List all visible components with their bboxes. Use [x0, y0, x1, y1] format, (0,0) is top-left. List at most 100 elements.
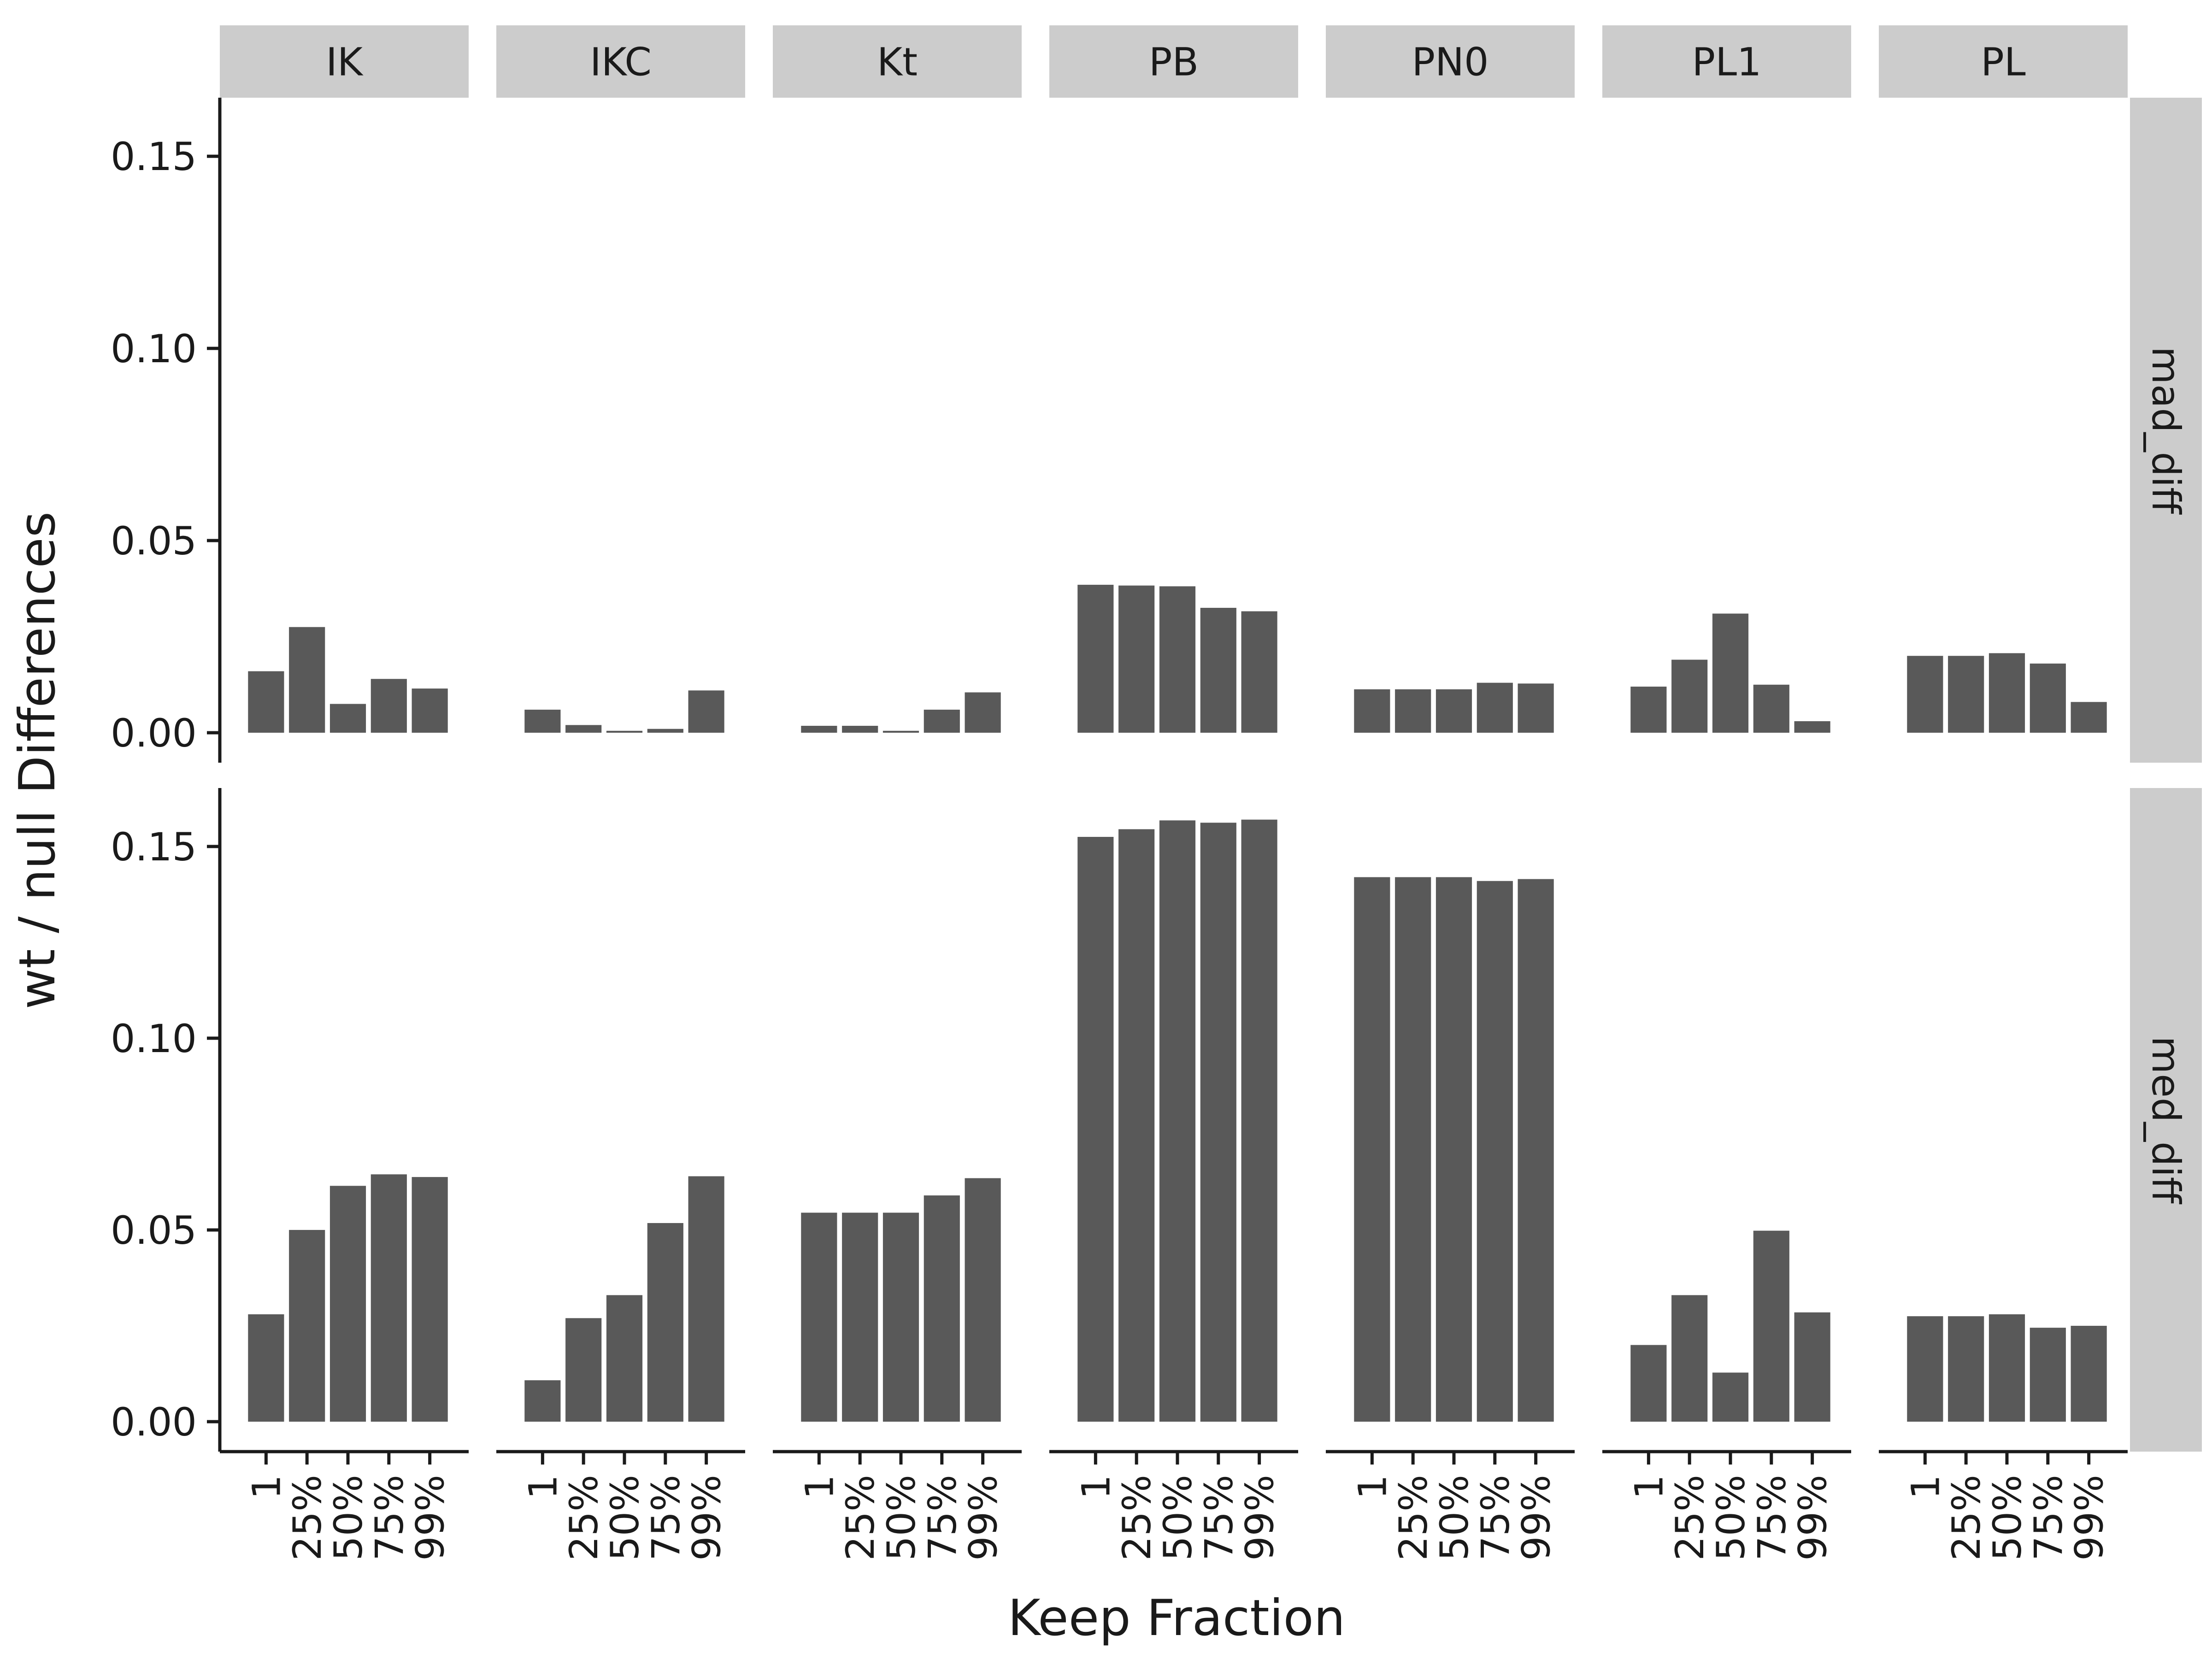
- x-tick-label: 50%: [1708, 1475, 1753, 1561]
- bar-mad-diff-ik-1: [289, 627, 325, 733]
- bar-mad-diff-ik-2: [329, 704, 366, 733]
- strip-ik: [220, 25, 469, 98]
- plot-area: IK IKC Kt PB PN0 PL1 PL mad_diff med_diff 0.00 0.0…: [111, 25, 2202, 1561]
- bar-mad-diff-kt-4: [965, 692, 1001, 733]
- bar-med-diff-pn0-0: [1354, 877, 1390, 1422]
- x-tick-label: 25%: [1944, 1475, 1989, 1561]
- y-tick-label: 0.15: [111, 134, 197, 179]
- bar-med-diff-pl-0: [1907, 1316, 1943, 1422]
- bar-med-diff-pb-2: [1159, 820, 1196, 1422]
- bar-mad-diff-pb-2: [1159, 586, 1196, 733]
- x-tick-label: 1: [1073, 1475, 1118, 1499]
- bar-mad-diff-pl1-0: [1630, 686, 1667, 733]
- bar-mad-diff-ikc-4: [688, 690, 724, 733]
- x-tick-label: 50%: [879, 1475, 924, 1561]
- bar-med-diff-ikc-4: [688, 1176, 724, 1422]
- x-tick-label: 1: [797, 1475, 842, 1499]
- bar-mad-diff-pl-0: [1907, 656, 1943, 733]
- x-tick-label: 1: [244, 1475, 289, 1499]
- bar-mad-diff-kt-0: [801, 725, 837, 733]
- bar-med-diff-ikc-0: [524, 1380, 561, 1422]
- bar-mad-diff-pl-4: [2071, 702, 2107, 733]
- bar-med-diff-kt-3: [924, 1195, 960, 1422]
- bar-med-diff-pn0-4: [1518, 879, 1554, 1422]
- strip-label-ik: IK: [326, 40, 364, 85]
- bar-mad-diff-ikc-3: [647, 729, 683, 733]
- x-tick-label: 50%: [602, 1475, 647, 1561]
- strip-mad-diff: [2130, 98, 2202, 763]
- bar-med-diff-ikc-1: [565, 1318, 602, 1422]
- y-tick-label: 0.05: [111, 1208, 197, 1253]
- bar-mad-diff-kt-3: [924, 709, 960, 733]
- x-tick-label: 50%: [1155, 1475, 1200, 1561]
- strip-label-mad-diff: mad_diff: [2143, 347, 2188, 515]
- strip-kt: [773, 25, 1022, 98]
- bar-mad-diff-ikc-1: [565, 725, 602, 733]
- x-tick-label: 99%: [408, 1475, 453, 1561]
- x-tick-label: 99%: [1237, 1475, 1282, 1561]
- x-tick-label: 1: [1903, 1475, 1948, 1499]
- bar-med-diff-pb-4: [1241, 819, 1277, 1422]
- bar-med-diff-kt-0: [801, 1212, 837, 1422]
- y-tick-label: 0.00: [111, 1400, 197, 1445]
- x-tick-label: 25%: [561, 1475, 606, 1561]
- x-tick-label: 25%: [1114, 1475, 1159, 1561]
- bar-mad-diff-pl1-4: [1794, 721, 1830, 733]
- x-tick-label: 99%: [2067, 1475, 2112, 1561]
- bar-med-diff-kt-2: [882, 1212, 919, 1422]
- bar-mad-diff-pl1-2: [1712, 613, 1749, 733]
- y-tick-label: 0.00: [111, 711, 197, 756]
- bar-med-diff-pn0-3: [1477, 881, 1513, 1422]
- x-tick-label: 1: [1350, 1475, 1395, 1499]
- strip-ikc: [496, 25, 745, 98]
- bar-med-diff-pb-0: [1077, 837, 1114, 1422]
- bar-med-diff-pb-3: [1200, 823, 1236, 1422]
- y-tick-label: 0.10: [111, 326, 197, 371]
- bar-med-diff-pb-1: [1118, 829, 1155, 1422]
- bar-mad-diff-pl-2: [1988, 653, 2025, 733]
- bar-med-diff-pl-2: [1988, 1314, 2025, 1422]
- y-tick-label: 0.05: [111, 518, 197, 564]
- bar-mad-diff-pl1-3: [1753, 684, 1789, 733]
- bar-mad-diff-pn0-1: [1395, 689, 1431, 733]
- bar-med-diff-pl-4: [2071, 1325, 2107, 1422]
- strip-label-pb: PB: [1149, 40, 1199, 85]
- x-tick-label: 75%: [643, 1475, 688, 1561]
- x-tick-label: 75%: [367, 1475, 412, 1561]
- strip-label-pl: PL: [1981, 40, 2026, 85]
- bar-med-diff-ik-0: [248, 1314, 284, 1422]
- bar-med-diff-pl-1: [1948, 1316, 1984, 1422]
- bar-med-diff-ikc-2: [606, 1295, 643, 1422]
- bar-mad-diff-pn0-4: [1518, 683, 1554, 733]
- x-tick-label: 75%: [2026, 1475, 2071, 1561]
- bar-med-diff-ik-4: [412, 1177, 448, 1422]
- bar-mad-diff-ik-4: [412, 688, 448, 733]
- bar-mad-diff-ik-3: [371, 679, 407, 733]
- strip-label-med-diff: med_diff: [2143, 1036, 2188, 1204]
- bar-med-diff-pl1-2: [1712, 1372, 1749, 1422]
- bar-med-diff-pl1-4: [1794, 1312, 1830, 1422]
- x-tick-label: 99%: [1790, 1475, 1835, 1561]
- bar-med-diff-pn0-2: [1435, 877, 1472, 1422]
- y-axis-title: wt / null Differences: [9, 512, 66, 1009]
- bar-mad-diff-kt-1: [842, 725, 878, 733]
- x-tick-label: 25%: [285, 1475, 330, 1561]
- bar-med-diff-ik-3: [371, 1174, 407, 1422]
- bar-med-diff-pn0-1: [1395, 877, 1431, 1422]
- bar-mad-diff-ikc-0: [524, 709, 561, 733]
- bar-med-diff-ikc-3: [647, 1223, 683, 1422]
- bar-mad-diff-pb-1: [1118, 585, 1155, 733]
- bar-mad-diff-pl-1: [1948, 656, 1984, 733]
- strip-med-diff: [2130, 788, 2202, 1452]
- bar-mad-diff-pn0-2: [1435, 689, 1472, 733]
- bar-mad-diff-kt-2: [882, 730, 919, 733]
- x-tick-label: 99%: [961, 1475, 1006, 1561]
- bar-med-diff-pl1-3: [1753, 1230, 1789, 1422]
- bar-mad-diff-pn0-3: [1477, 682, 1513, 733]
- bar-mad-diff-pb-4: [1241, 611, 1277, 733]
- bar-med-diff-pl1-0: [1630, 1345, 1667, 1422]
- bar-mad-diff-ikc-2: [606, 730, 643, 733]
- bar-med-diff-kt-4: [965, 1178, 1001, 1422]
- x-tick-label: 50%: [1432, 1475, 1477, 1561]
